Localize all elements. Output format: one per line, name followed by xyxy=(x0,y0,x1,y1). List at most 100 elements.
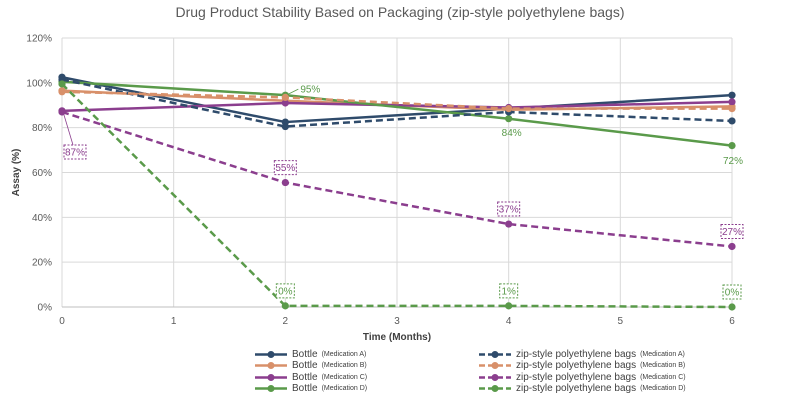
x-tick-label: 4 xyxy=(506,316,512,327)
y-axis-title: Assay (%) xyxy=(11,149,22,197)
legend-swatch xyxy=(479,351,511,358)
legend-label: zip-style polyethylene bags xyxy=(516,371,637,383)
x-tick-label: 5 xyxy=(618,316,624,327)
legend-sublabel: (Medication B) xyxy=(321,362,367,370)
legend-sublabel: (Medication A) xyxy=(321,351,367,358)
data-label: 84% xyxy=(502,128,522,139)
legend-label: Bottle xyxy=(292,349,318,360)
x-tick-label: 0 xyxy=(59,316,65,327)
legend-swatch xyxy=(479,384,511,392)
legend-swatch xyxy=(255,351,287,358)
data-label-box xyxy=(722,284,742,300)
data-point-s5-2 xyxy=(505,105,513,113)
legend-item: Bottle (Medication C) xyxy=(254,372,367,383)
data-point-s5-3 xyxy=(728,105,736,113)
legend-item: zip-style polyethylene bags (Medication A… xyxy=(478,349,685,360)
data-label: 55% xyxy=(275,163,295,174)
data-label-leader xyxy=(288,88,299,95)
data-label: 95% xyxy=(300,85,320,96)
y-tick-label: 80% xyxy=(32,123,52,134)
legend-item: Bottle (Medication D) xyxy=(254,383,367,394)
data-point-s7-1 xyxy=(281,302,289,310)
data-point-s5-0 xyxy=(58,88,66,96)
legend-marker xyxy=(267,373,275,381)
data-label: 37% xyxy=(499,205,519,216)
data-label: 72% xyxy=(723,156,743,167)
series-line-4 xyxy=(61,78,733,128)
data-label: 1% xyxy=(501,286,516,297)
data-point-s4-3 xyxy=(728,117,736,125)
data-point-s2-3 xyxy=(728,98,736,106)
data-label: 0% xyxy=(725,288,740,299)
y-tick-label: 120% xyxy=(26,34,52,45)
legend-sublabel: (Medication B) xyxy=(640,362,686,370)
chart-legend: Bottle (Medication A) Bottle (Medication B)… xyxy=(0,346,800,400)
data-point-s5-1 xyxy=(281,93,289,102)
data-label-box xyxy=(497,201,521,217)
chart-title: Drug Product Stability Based on Packagin… xyxy=(175,4,625,20)
x-axis-title: Time (Months) xyxy=(363,332,431,343)
legend-sublabel: (Medication D) xyxy=(321,384,368,392)
data-point-s6-0 xyxy=(58,108,66,116)
data-label-box xyxy=(499,283,519,299)
legend-label: Bottle xyxy=(292,382,318,394)
data-point-s7-3 xyxy=(728,303,736,311)
data-label: 87% xyxy=(65,147,85,158)
series-line-7 xyxy=(61,83,733,309)
legend-marker xyxy=(491,351,499,358)
y-tick-label: 20% xyxy=(32,258,52,269)
data-point-s7-0 xyxy=(58,80,66,88)
y-tick-label: 60% xyxy=(32,168,52,179)
legend-label: zip-style polyethylene bags xyxy=(516,349,637,360)
legend-item: Bottle (Medication A) xyxy=(254,349,366,360)
legend-sublabel: (Medication C) xyxy=(321,373,368,381)
data-label-box xyxy=(273,160,297,176)
legend-sublabel: (Medication C) xyxy=(640,373,686,381)
legend-marker xyxy=(491,362,499,370)
legend-item: zip-style polyethylene bags (Medication D… xyxy=(478,383,686,394)
legend-item: zip-style polyethylene bags (Medication B… xyxy=(478,360,685,371)
data-label-box xyxy=(63,144,87,160)
legend-marker xyxy=(491,373,499,381)
data-point-s2-1 xyxy=(281,99,289,107)
data-point-s4-1 xyxy=(281,122,289,131)
data-label: 0% xyxy=(278,286,293,297)
data-point-s0-3 xyxy=(728,91,736,99)
series-line-2 xyxy=(61,100,733,113)
data-point-s7-2 xyxy=(505,302,513,310)
legend-sublabel: (Medication A) xyxy=(640,351,685,358)
legend-item: zip-style polyethylene bags (Medication C… xyxy=(478,372,686,383)
y-tick-label: 40% xyxy=(32,213,52,224)
series-line-0 xyxy=(61,76,733,124)
legend-swatch xyxy=(255,362,287,370)
legend-sublabel: (Medication D) xyxy=(640,384,686,392)
data-point-s3-2 xyxy=(505,115,513,123)
legend-label: zip-style polyethylene bags xyxy=(516,382,637,394)
data-label-box xyxy=(720,223,744,239)
legend-marker xyxy=(267,351,275,358)
legend-marker xyxy=(267,384,275,392)
y-tick-label: 100% xyxy=(26,78,52,89)
series-line-3 xyxy=(61,80,733,147)
legend-swatch xyxy=(479,362,511,370)
series-line-6 xyxy=(61,110,733,248)
data-point-s6-1 xyxy=(281,178,289,187)
legend-swatch xyxy=(255,384,287,392)
data-point-s3-3 xyxy=(728,142,736,150)
legend-marker xyxy=(491,384,499,392)
data-label-leader xyxy=(63,114,74,146)
data-point-s6-2 xyxy=(505,220,513,228)
legend-label: Bottle xyxy=(292,360,318,372)
legend-label: zip-style polyethylene bags xyxy=(516,360,637,372)
x-tick-label: 2 xyxy=(283,316,289,327)
x-tick-label: 3 xyxy=(394,316,400,327)
data-label-box xyxy=(275,283,295,299)
legend-item: Bottle (Medication B) xyxy=(254,360,367,371)
x-tick-label: 6 xyxy=(729,316,735,327)
y-tick-label: 0% xyxy=(38,303,53,314)
legend-swatch xyxy=(479,373,511,381)
data-point-s6-3 xyxy=(728,242,736,251)
legend-swatch xyxy=(255,373,287,381)
legend-marker xyxy=(267,362,275,370)
